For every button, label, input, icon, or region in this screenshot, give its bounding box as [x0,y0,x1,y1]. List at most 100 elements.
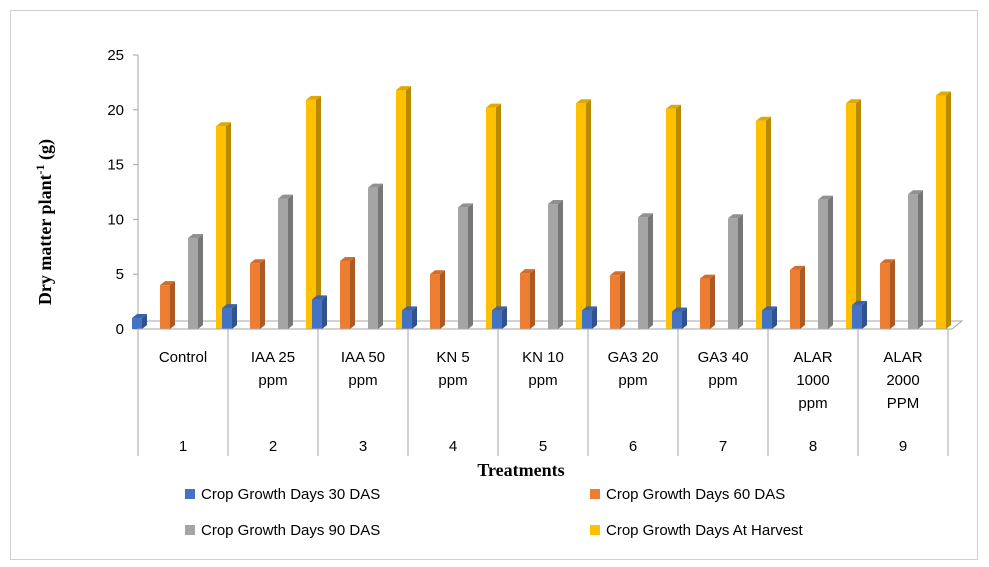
bar-front [700,278,710,329]
bar-top [312,295,327,300]
bar-top [430,270,445,275]
bar [430,270,445,329]
bar-front [880,263,890,329]
category-index: 1 [179,438,187,455]
bar-top [160,281,175,286]
bar [458,203,473,329]
bar-top [638,213,653,218]
bar-top [278,194,293,199]
bar-side [620,271,625,329]
bar [756,116,771,329]
bar-front [790,269,800,329]
category-index: 3 [359,438,367,455]
category-label: ppm [348,372,377,389]
bar-side [322,295,327,329]
bar [250,259,265,329]
bar-front [312,299,322,329]
bar-front [852,304,862,329]
bar-top [402,306,417,311]
legend-item: Crop Growth Days 90 DAS [185,522,380,539]
category-label: KN 10 [522,349,564,366]
bar-front [188,238,198,329]
legend: Crop Growth Days 30 DAS Crop Growth Days … [185,486,804,539]
bar [216,122,231,330]
bar-top [396,86,411,91]
bar-top [486,103,501,108]
y-axis-title-unit: (g) [35,139,56,165]
bar [728,214,743,329]
bar-front [458,207,468,329]
bar-top [852,300,867,305]
bar [610,271,625,329]
bar-side [232,304,237,329]
y-axis-title-sup: -1 [33,164,47,174]
bar-top [790,265,805,270]
bar-front [548,204,558,329]
x-axis-title: Treatments [477,460,564,480]
bar-side [592,306,597,329]
y-tick-label: 5 [116,266,124,283]
bar-top [880,259,895,264]
bar-front [306,99,316,329]
bar-side [530,269,535,329]
bar [666,104,681,329]
legend-swatch [185,525,195,535]
legend-item: Crop Growth Days 30 DAS [185,486,380,503]
category-index: 7 [719,438,727,455]
bar-top [340,257,355,262]
bar [160,281,175,329]
legend-swatch [185,489,195,499]
category-label: ppm [438,372,467,389]
category-label: KN 5 [436,349,469,366]
bar [368,183,383,329]
bar [548,200,563,329]
bar-side [378,183,383,329]
bar-front [936,95,946,329]
bar [340,257,355,329]
category-label: ppm [798,395,827,412]
bar-side [890,259,895,329]
bar-top [908,190,923,195]
bar-top [492,306,507,311]
bar-side [828,195,833,329]
category-label: GA3 20 [608,349,659,366]
category-label: Control [159,349,207,366]
bar-side [558,200,563,329]
bar-side [412,306,417,329]
bar [520,269,535,329]
bar [762,306,777,329]
bar-top [306,95,321,100]
bar [222,304,237,329]
category-label: ppm [258,372,287,389]
bar [492,306,507,329]
category-index: 5 [539,438,547,455]
bar-top [250,259,265,264]
y-axis-title-main: Dry matter plant [35,174,55,305]
legend-swatch [590,525,600,535]
bar-side [918,190,923,329]
y-tick-label: 25 [107,47,124,64]
bar-top [756,116,771,121]
bar-front [278,198,288,329]
bar [638,213,653,329]
bar-front [340,261,350,329]
bar-front [818,199,828,329]
bar [908,190,923,329]
bar-front [576,103,586,329]
category-label: ALAR [793,349,832,366]
bar-front [762,310,772,329]
bar-top [672,307,687,312]
bar-front [160,285,170,329]
bar [846,99,861,329]
bar [188,234,203,329]
bar-side [862,300,867,329]
bar-front [430,274,440,329]
bar-front [402,310,412,329]
bar [700,274,715,329]
bar-top [548,200,563,205]
category-index: 2 [269,438,277,455]
category-label: IAA 25 [251,349,295,366]
bar-side [586,99,591,329]
bar-front [846,103,856,329]
